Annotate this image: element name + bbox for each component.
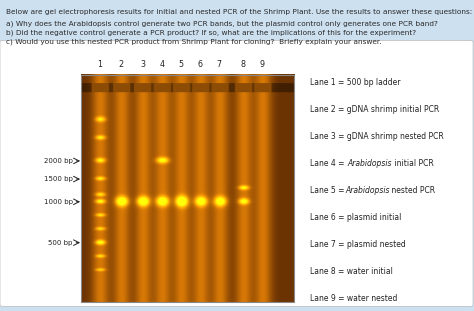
Text: 2: 2 [118, 60, 124, 69]
Text: Lane 5 =: Lane 5 = [310, 186, 345, 195]
Text: Lane 3 = gDNA shrimp nested PCR: Lane 3 = gDNA shrimp nested PCR [310, 132, 444, 141]
Text: 8: 8 [240, 60, 245, 69]
Text: 2000 bp: 2000 bp [44, 158, 73, 164]
Text: 1: 1 [97, 60, 102, 69]
Text: 6: 6 [198, 60, 202, 69]
Text: Lane 7 = plasmid nested: Lane 7 = plasmid nested [310, 240, 406, 249]
Text: b) Did the negative control generate a PCR product? If so, what are the implicat: b) Did the negative control generate a P… [6, 30, 416, 36]
Text: nested PCR: nested PCR [390, 186, 436, 195]
Text: 4: 4 [159, 60, 164, 69]
Text: Lane 2 = gDNA shrimp initial PCR: Lane 2 = gDNA shrimp initial PCR [310, 105, 440, 114]
Text: c) Would you use this nested PCR product from Shrimp Plant for cloning?  Briefly: c) Would you use this nested PCR product… [6, 39, 382, 45]
Text: 1500 bp: 1500 bp [44, 176, 73, 182]
Text: 5: 5 [178, 60, 183, 69]
Text: 7: 7 [217, 60, 222, 69]
Text: initial PCR: initial PCR [392, 159, 434, 168]
Text: Arabidopsis: Arabidopsis [347, 159, 392, 168]
Text: a) Why does the Arabidopsis control generate two PCR bands, but the plasmid cont: a) Why does the Arabidopsis control gene… [6, 20, 438, 27]
Text: Lane 4 =: Lane 4 = [310, 159, 347, 168]
Text: Lane 8 = water initial: Lane 8 = water initial [310, 267, 393, 276]
Text: 500 bp: 500 bp [48, 240, 73, 246]
Text: Lane 1 = 500 bp ladder: Lane 1 = 500 bp ladder [310, 78, 401, 87]
Text: Lane 9 = water nested: Lane 9 = water nested [310, 294, 398, 303]
Text: Below are gel electrophoresis results for initial and nested PCR of the Shrimp P: Below are gel electrophoresis results fo… [6, 9, 473, 15]
Text: 3: 3 [140, 60, 145, 69]
FancyBboxPatch shape [0, 40, 473, 306]
Text: Lane 6 = plasmid initial: Lane 6 = plasmid initial [310, 213, 402, 222]
Text: Arabidopsis: Arabidopsis [345, 186, 390, 195]
Text: 1000 bp: 1000 bp [44, 199, 73, 205]
Bar [81, 75, 294, 302]
Text: 9: 9 [259, 60, 264, 69]
